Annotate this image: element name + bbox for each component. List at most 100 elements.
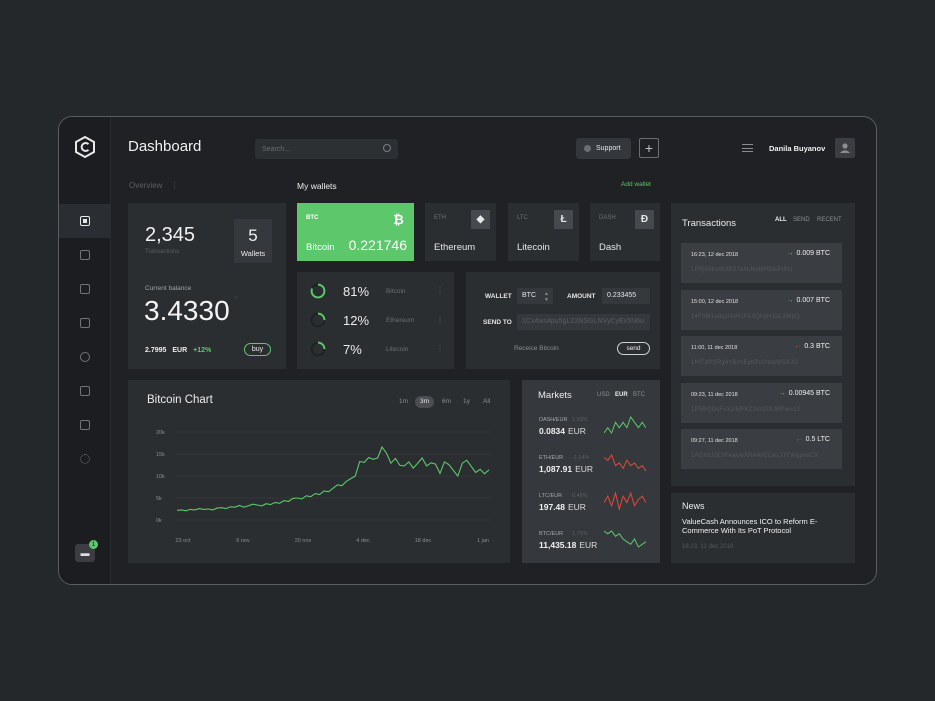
wallet-name: Litecoin xyxy=(517,242,550,253)
tx-tab-recent[interactable]: RECENT xyxy=(817,217,842,223)
avatar[interactable] xyxy=(835,138,855,158)
page-title: Dashboard xyxy=(128,138,202,155)
market-value: 197.48 xyxy=(539,502,565,512)
distribution-row: 12% Ethereum ⋮ xyxy=(297,309,453,331)
wallet-amount: 0.221746 xyxy=(348,237,407,253)
wallet-select[interactable]: BTC ▲ ▼ xyxy=(517,288,553,304)
support-button[interactable]: Support xyxy=(576,138,631,159)
transaction-amount: 0.00945 BTC xyxy=(788,390,830,397)
distribution-pct: 7% xyxy=(343,342,362,357)
bitcoin-price-line xyxy=(176,445,490,512)
more-icon[interactable]: ⋮ xyxy=(436,315,444,324)
user-name[interactable]: Danila Buyanov xyxy=(769,144,826,153)
market-row[interactable]: BTC/EUR 1.75% 11,435.18 EUR xyxy=(522,530,659,569)
range-1m[interactable]: 1m xyxy=(399,398,409,405)
send-to-input[interactable]: 1Cx4ws4pu5gLZ2NSGLNVyCyEx5N6u xyxy=(517,314,650,330)
transaction-row[interactable]: 15:00, 12 dec 2018 → 0.007 BTC 14FbM1a8qcNo… xyxy=(681,290,842,330)
range-6m[interactable]: 6m xyxy=(442,398,452,405)
wallet-code: LTC xyxy=(517,215,528,221)
search-input[interactable]: Search... xyxy=(255,139,398,159)
wallet-card-btc[interactable]: BTC ₿ Bitcoin 0.221746 xyxy=(297,203,414,261)
market-row[interactable]: ETH/EUR -1.14% 1,087.91 EUR xyxy=(522,453,659,493)
transaction-row[interactable]: 09:23, 11 dec 2018 → 0.00945 BTC 1P5RQDsFvX… xyxy=(681,383,842,423)
range-3m[interactable]: 3m xyxy=(415,396,435,408)
nav-wallet-icon[interactable] xyxy=(59,238,111,272)
wallet-card-dash[interactable]: DASH Đ Dash xyxy=(590,203,660,261)
arrow-right-icon: → xyxy=(778,390,786,397)
document-icon xyxy=(80,420,90,430)
progress-ring xyxy=(310,283,326,299)
range-1y[interactable]: 1y xyxy=(463,398,470,405)
transaction-row[interactable]: 16:23, 12 dec 2018 → 0.009 BTC 1PRj85hvWXPZ… xyxy=(681,243,842,283)
chart-icon xyxy=(80,284,90,294)
arrow-right-icon: → xyxy=(786,250,794,257)
support-icon xyxy=(584,145,591,152)
wallet-card-eth[interactable]: ETH ◆ Ethereum xyxy=(425,203,496,261)
buy-button[interactable]: buy xyxy=(244,343,271,356)
transaction-amount: 0.3 BTC xyxy=(804,343,830,350)
tx-tab-send[interactable]: SEND xyxy=(793,217,810,223)
transaction-hash: 1PRj85hvWXPZTehuNofbRDwPiRU xyxy=(691,267,793,273)
sparkline-path xyxy=(604,415,646,435)
more-icon[interactable]: ⋮ xyxy=(436,286,444,295)
eur-change: +12% xyxy=(193,347,212,354)
add-button[interactable]: + xyxy=(639,138,659,158)
info-icon[interactable]: ○ xyxy=(234,295,238,301)
transaction-row[interactable]: 11:00, 11 dec 2018 ← 0.3 BTC 1HtTdPVRg4YBrN… xyxy=(681,336,842,376)
receive-bitcoin-link[interactable]: Receice Bitcoin xyxy=(514,345,559,352)
market-tab-eur[interactable]: EUR xyxy=(615,392,628,398)
nav-settings-icon[interactable] xyxy=(59,442,111,476)
arrow-left-icon: ← xyxy=(795,436,803,443)
dash-icon: Đ xyxy=(635,210,654,229)
market-tab-usd[interactable]: USD xyxy=(597,392,610,398)
x-tick-label: 18 dec xyxy=(415,538,432,544)
range-all[interactable]: All xyxy=(483,398,491,405)
market-currency: EUR xyxy=(575,464,594,474)
logo-icon[interactable] xyxy=(74,136,96,158)
nav-calendar-icon[interactable] xyxy=(59,306,111,340)
send-button[interactable]: send xyxy=(617,342,650,355)
add-wallet-link[interactable]: Add wallet xyxy=(621,181,651,188)
wallet-select-value: BTC xyxy=(522,292,536,299)
nav-clock-icon[interactable] xyxy=(59,340,111,374)
more-icon[interactable]: ⋮ xyxy=(436,344,444,353)
tx-tab-all[interactable]: ALL xyxy=(775,217,787,223)
nav-document-icon[interactable] xyxy=(59,408,111,442)
market-tab-btc[interactable]: BTC xyxy=(633,392,645,398)
news-card: News ValueCash Announces ICO to Reform E… xyxy=(671,493,855,563)
markets-title: Markets xyxy=(538,390,572,401)
transaction-hash: 1AGmtJcE9FeaUeXRA4yCLwsJTFWgpvaCX xyxy=(691,453,819,459)
distribution-name: Bitcoin xyxy=(386,288,406,295)
chat-button[interactable]: ▬ xyxy=(75,544,95,562)
wallet-card-ltc[interactable]: LTC Ł Litecoin xyxy=(508,203,579,261)
amount-input[interactable]: 0.233455 xyxy=(602,288,650,304)
clock-icon xyxy=(80,352,90,362)
market-row[interactable]: LTC/EUR 0.48% 197.48 EUR xyxy=(522,491,659,531)
distribution-row: 81% Bitcoin ⋮ xyxy=(297,280,453,302)
nav-dashboard-icon[interactable] xyxy=(59,204,111,238)
nav-table-icon[interactable] xyxy=(59,374,111,408)
progress-ring xyxy=(310,341,326,357)
wallet-name: Bitcoin xyxy=(306,242,335,253)
wallet-code: DASH xyxy=(599,215,616,221)
table-icon xyxy=(80,386,90,396)
my-wallets-title: My wallets xyxy=(297,181,337,191)
market-row[interactable]: DASH/EUR 1.53% 0.0834 EUR xyxy=(522,415,659,455)
chevron-updown-icon: ▲ ▼ xyxy=(544,291,549,303)
market-value-row: 197.48 EUR xyxy=(539,502,586,512)
transaction-hash: 1HtTdPVRg4YBrNEyhPu2nhpW5XJG xyxy=(691,360,798,366)
nav-chart-icon[interactable] xyxy=(59,272,111,306)
transactions-card: Transactions ALL SEND RECENT 16:23, 12 d… xyxy=(671,203,855,486)
transaction-row[interactable]: 09:27, 11 dec 2018 ← 0.5 LTC 1AGmtJcE9FeaUe… xyxy=(681,429,842,469)
support-label: Support xyxy=(596,145,621,152)
transaction-amount-row: → 0.009 BTC xyxy=(787,250,830,257)
litecoin-icon: Ł xyxy=(554,210,573,229)
x-tick-label: 20 nov xyxy=(295,538,312,544)
news-date: 16:23, 12 dec 2018 xyxy=(682,544,734,550)
search-icon[interactable] xyxy=(383,144,391,152)
y-tick-label: 0k xyxy=(156,518,162,524)
transaction-amount-row: ← 0.5 LTC xyxy=(796,436,830,443)
market-pair: DASH/EUR xyxy=(539,417,568,423)
news-headline[interactable]: ValueCash Announces ICO to Reform E-Comm… xyxy=(682,517,818,535)
menu-icon[interactable] xyxy=(742,144,753,152)
